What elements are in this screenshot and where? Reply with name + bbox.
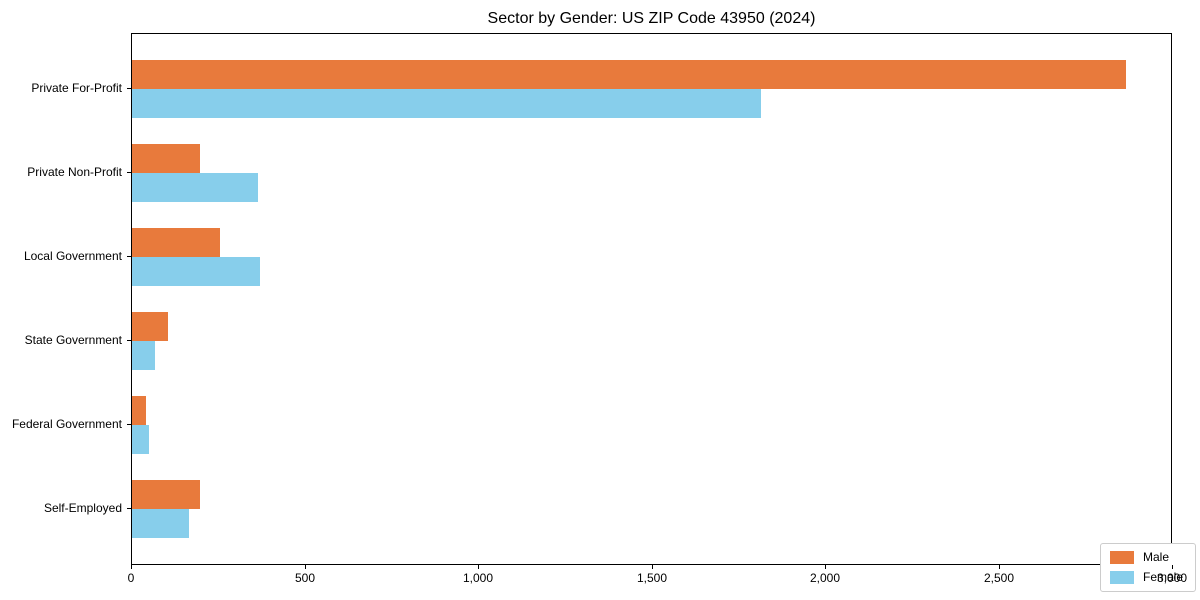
ytick-label-federal-government: Federal Government <box>11 417 122 431</box>
xtick-mark-3000 <box>1172 565 1173 569</box>
xtick-mark-1000 <box>478 565 479 569</box>
xtick-label-2500: 2,500 <box>983 571 1015 585</box>
xtick-label-3000: 3,000 <box>1156 571 1188 585</box>
xtick-mark-0 <box>131 565 132 569</box>
bar-female-local-government <box>132 257 260 286</box>
legend: Male Female <box>1099 543 1196 592</box>
ytick-label-state-government: State Government <box>24 333 122 347</box>
bar-female-private-for-profit <box>132 89 761 118</box>
bar-female-state-government <box>132 341 155 370</box>
plot-area <box>131 33 1172 565</box>
legend-label-female: Female <box>1142 570 1183 584</box>
xtick-label-1500: 1,500 <box>636 571 668 585</box>
xtick-label-500: 500 <box>294 571 316 585</box>
legend-swatch-male <box>1109 551 1134 564</box>
bar-female-federal-government <box>132 425 149 454</box>
bar-male-private-for-profit <box>132 60 1126 89</box>
bar-male-private-non-profit <box>132 144 200 173</box>
ytick-mark-federal-government <box>127 424 131 425</box>
ytick-mark-private-non-profit <box>127 172 131 173</box>
xtick-mark-2000 <box>825 565 826 569</box>
bar-female-self-employed <box>132 509 189 538</box>
chart-title: Sector by Gender: US ZIP Code 43950 (202… <box>487 10 816 27</box>
legend-item-female: Female <box>1109 570 1183 584</box>
bar-male-self-employed <box>132 480 200 509</box>
bar-male-state-government <box>132 312 168 341</box>
xtick-label-0: 0 <box>127 571 135 585</box>
xtick-mark-500 <box>305 565 306 569</box>
ytick-mark-state-government <box>127 340 131 341</box>
bar-male-federal-government <box>132 396 146 425</box>
ytick-mark-local-government <box>127 256 131 257</box>
xtick-label-2000: 2,000 <box>809 571 841 585</box>
xtick-mark-2500 <box>999 565 1000 569</box>
ytick-label-private-non-profit: Private Non-Profit <box>27 165 122 179</box>
ytick-label-self-employed: Self-Employed <box>43 501 122 515</box>
ytick-label-local-government: Local Government <box>23 249 122 263</box>
bar-male-local-government <box>132 228 220 257</box>
legend-label-male: Male <box>1142 550 1169 564</box>
ytick-mark-self-employed <box>127 508 131 509</box>
legend-swatch-female <box>1109 571 1134 584</box>
ytick-label-private-for-profit: Private For-Profit <box>31 81 122 95</box>
xtick-label-1000: 1,000 <box>462 571 494 585</box>
bar-female-private-non-profit <box>132 173 258 202</box>
xtick-mark-1500 <box>652 565 653 569</box>
legend-item-male: Male <box>1109 550 1183 564</box>
ytick-mark-private-for-profit <box>127 88 131 89</box>
